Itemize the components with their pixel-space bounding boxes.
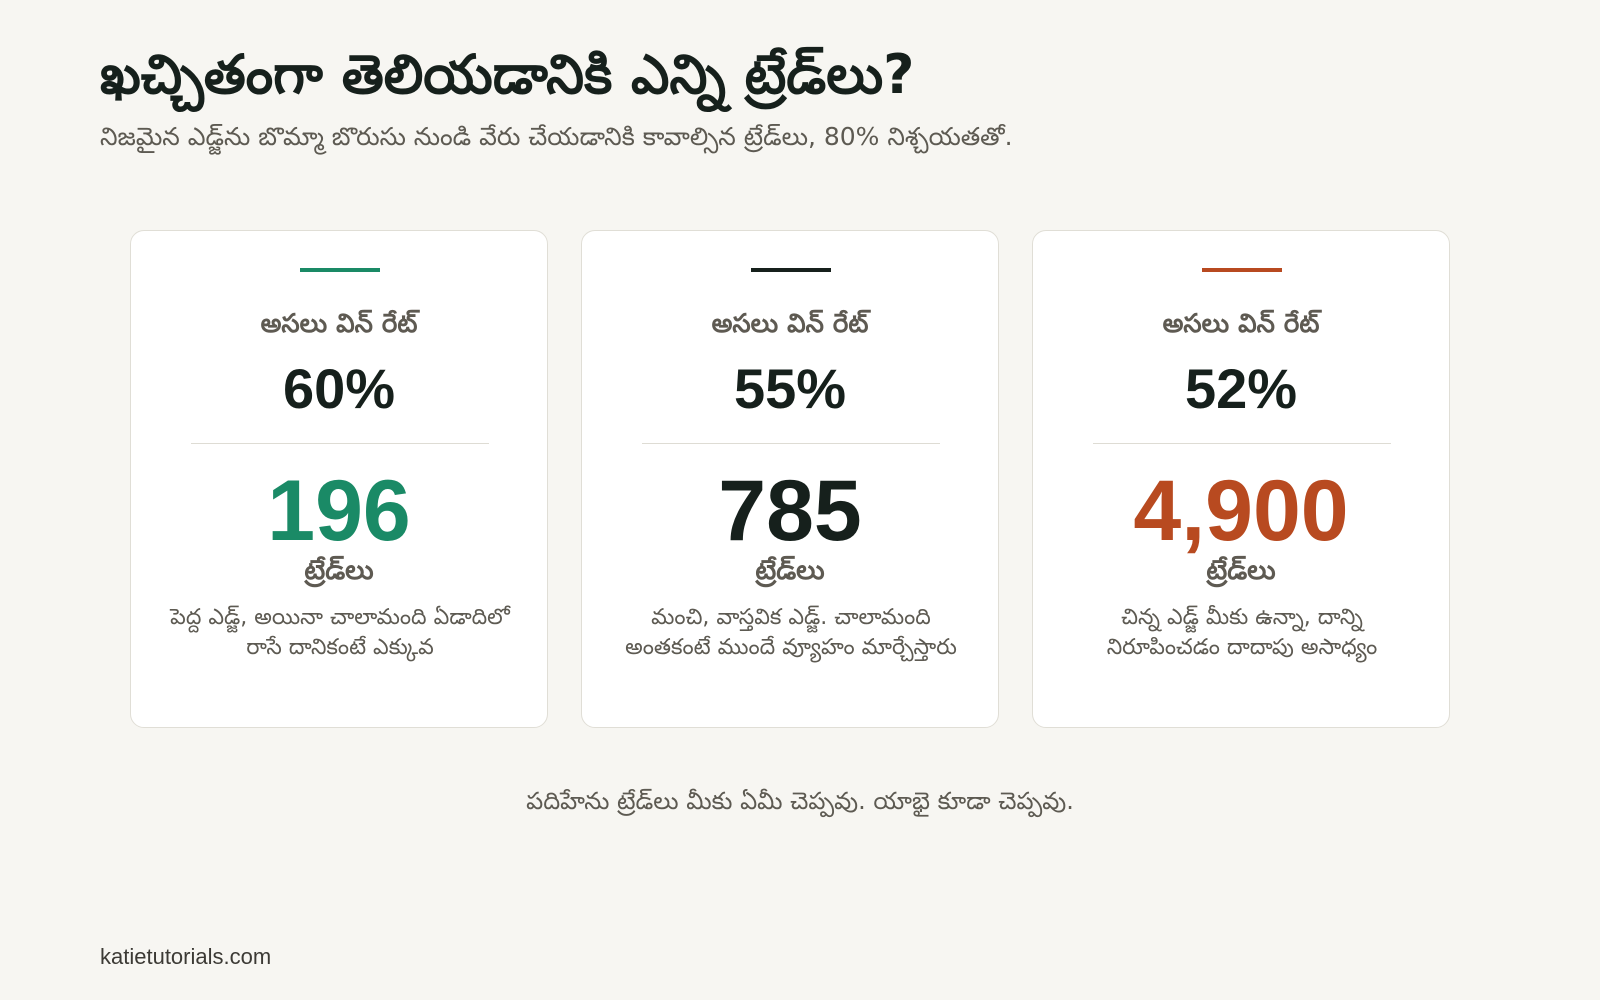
card-accent-bar (1202, 268, 1282, 272)
card-divider (1093, 443, 1391, 444)
card-label: అసలు విన్ రేట్ (260, 309, 418, 339)
trade-count-value: 785 (718, 463, 862, 559)
card-divider (191, 443, 489, 444)
trade-count-value: 196 (267, 463, 411, 559)
card-accent-bar (300, 268, 380, 272)
trade-count-value: 4,900 (1133, 463, 1349, 559)
trade-count-unit: ట్రేడ్‌లు (1206, 555, 1276, 586)
site-url: katietutorials.com (100, 944, 272, 969)
trade-count-unit: ట్రేడ్‌లు (755, 555, 825, 586)
card-52-percent: అసలు విన్ రేట్ 52% 4,900 ట్రేడ్‌లు చిన్న… (1032, 230, 1450, 728)
card-60-percent: అసలు విన్ రేట్ 60% 196 ట్రేడ్‌లు పెద్ద ఎ… (130, 230, 548, 728)
card-55-percent: అసలు విన్ రేట్ 55% 785 ట్రేడ్‌లు మంచి, వ… (581, 230, 999, 728)
card-row: అసలు విన్ రేట్ 60% 196 ట్రేడ్‌లు పెద్ద ఎ… (130, 230, 1470, 730)
card-label: అసలు విన్ రేట్ (1162, 309, 1320, 339)
card-label: అసలు విన్ రేట్ (711, 309, 869, 339)
page-title: ఖచ్చితంగా తెలియడానికి ఎన్ని ట్రేడ్‌లు? (100, 43, 915, 106)
win-rate-value: 52% (1184, 357, 1298, 420)
trade-count-unit: ట్రేడ్‌లు (304, 555, 374, 586)
card-note: చిన్న ఎడ్జ్ మీకు ఉన్నా, దాన్ని నిరూపించడ… (1106, 605, 1378, 660)
win-rate-value: 55% (733, 357, 847, 420)
footer-note: పదిహేను ట్రేడ్‌లు మీకు ఏమీ చెప్పవు. యాభై… (526, 787, 1074, 815)
card-note: పెద్ద ఎడ్జ్, అయినా చాలామంది ఏడాదిలో రాసే… (170, 605, 510, 660)
card-divider (642, 443, 940, 444)
win-rate-value: 60% (282, 357, 396, 420)
card-accent-bar (751, 268, 831, 272)
page-subtitle: నిజమైన ఎడ్జ్‌ను బొమ్మా బొరుసు నుండి వేరు… (100, 122, 1013, 151)
card-note: మంచి, వాస్తవిక ఎడ్జ్. చాలామంది అంతకంటే మ… (625, 605, 957, 660)
